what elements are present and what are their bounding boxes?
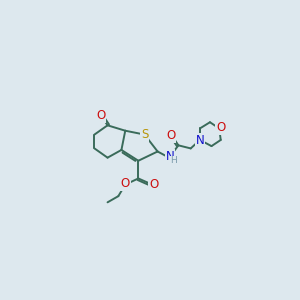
Text: O: O — [149, 178, 158, 191]
Text: O: O — [166, 129, 175, 142]
Text: O: O — [96, 109, 105, 122]
Text: O: O — [216, 121, 225, 134]
Text: O: O — [121, 177, 130, 190]
Text: N: N — [196, 134, 204, 147]
Text: H: H — [170, 156, 177, 165]
Text: N: N — [166, 150, 174, 163]
Text: S: S — [141, 128, 148, 141]
